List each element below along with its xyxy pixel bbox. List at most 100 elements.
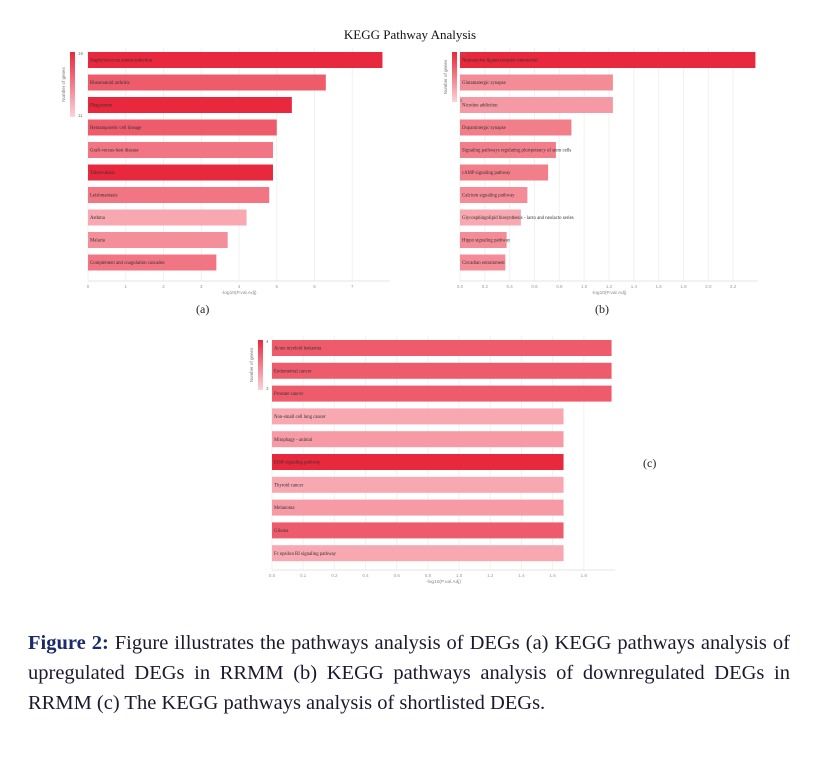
x-tick-label: 0.6 bbox=[394, 573, 401, 578]
x-tick-label: 1.2 bbox=[487, 573, 494, 578]
bar bbox=[88, 142, 273, 158]
x-tick-label: 1.0 bbox=[456, 573, 463, 578]
category-label: Graft-versus-host disease bbox=[90, 149, 139, 154]
bar bbox=[88, 187, 270, 203]
legend-max-label: 4 bbox=[266, 339, 269, 344]
bar bbox=[460, 97, 613, 113]
figure-caption: Figure 2: Figure illustrates the pathway… bbox=[28, 628, 790, 718]
bar bbox=[272, 522, 564, 539]
category-label: Malaria bbox=[90, 239, 106, 244]
bar bbox=[272, 545, 564, 562]
legend-max-label: 14 bbox=[460, 51, 466, 56]
x-tick-label: 2.2 bbox=[730, 284, 737, 289]
bar bbox=[88, 209, 247, 226]
x-axis-label: -log10(P.val.Adj) bbox=[222, 290, 257, 296]
x-tick-label: 1.4 bbox=[631, 284, 638, 289]
bar bbox=[460, 209, 521, 226]
bar bbox=[272, 476, 564, 493]
bar bbox=[272, 431, 564, 448]
caption-label: Figure 2: bbox=[28, 632, 109, 654]
x-tick-label: 1.6 bbox=[550, 573, 557, 578]
legend-max-label: 16 bbox=[78, 51, 84, 56]
x-tick-label: 0.0 bbox=[457, 284, 464, 289]
x-tick-label: 1 bbox=[124, 284, 127, 289]
bar bbox=[460, 119, 572, 136]
x-tick-label: 0.8 bbox=[556, 284, 563, 289]
category-label: Asthma bbox=[90, 216, 106, 221]
x-tick-label: 0.4 bbox=[362, 573, 369, 578]
panel-label-c: (c) bbox=[643, 456, 657, 470]
bar bbox=[272, 499, 564, 516]
category-label: Signaling pathways regulating pluripoten… bbox=[462, 149, 571, 154]
category-label: Rheumatoid arthritis bbox=[90, 81, 130, 86]
category-label: cAMP signaling pathway bbox=[462, 171, 511, 176]
x-tick-label: 0.4 bbox=[507, 284, 514, 289]
bar bbox=[88, 74, 326, 91]
chart-svg: 0 1 2 3 4 5 6 7 Staphylococcus aureus infection R… bbox=[61, 48, 758, 585]
bar bbox=[460, 232, 507, 248]
x-tick-label: 1.8 bbox=[581, 573, 588, 578]
legend-title: Number of genes bbox=[443, 59, 448, 94]
x-tick-label: 2.0 bbox=[705, 284, 712, 289]
category-label: Dopaminergic synapse bbox=[462, 126, 506, 131]
category-label: Fc epsilon RI signaling pathway bbox=[274, 552, 337, 557]
category-label: Endometrial cancer bbox=[274, 369, 312, 374]
figure-title: KEGG Pathway Analysis bbox=[343, 27, 477, 42]
x-axis-label: -log10(P.val.Adj) bbox=[592, 290, 627, 296]
x-axis-label: -log10(P.val.Adj) bbox=[426, 579, 461, 585]
category-label: Circadian entrainment bbox=[462, 261, 505, 266]
category-label: Leishmaniasis bbox=[90, 194, 118, 199]
x-tick-label: 0.0 bbox=[269, 573, 276, 578]
x-tick-label: 4 bbox=[238, 284, 241, 289]
legend-colorbar bbox=[70, 52, 75, 117]
x-tick-label: 0 bbox=[87, 284, 90, 289]
category-label: Tuberculosis bbox=[90, 171, 115, 176]
category-label: Acute myeloid leukemia bbox=[274, 347, 322, 352]
x-tick-label: 1.0 bbox=[581, 284, 588, 289]
category-label: Hematopoietic cell lineage bbox=[90, 126, 141, 131]
bar bbox=[460, 254, 506, 271]
category-label: Complement and coagulation cascades bbox=[90, 261, 165, 266]
x-tick-label: 6 bbox=[313, 284, 316, 289]
panel-label-b: (b) bbox=[595, 302, 609, 316]
x-tick-label: 0.8 bbox=[425, 573, 432, 578]
legend-min-label: 3 bbox=[266, 386, 269, 391]
legend-colorbar bbox=[258, 340, 263, 390]
category-label: Thyroid cancer bbox=[274, 483, 304, 488]
category-label: Mitophagy - animal bbox=[274, 438, 313, 443]
bar bbox=[88, 254, 217, 271]
category-label: Glycosphingolipid biosynthesis - lacto a… bbox=[462, 216, 574, 221]
kegg-figure: KEGG Pathway Analysis 0 1 2 3 4 5 6 7 Staphyloco… bbox=[61, 27, 758, 585]
bar bbox=[88, 164, 273, 181]
x-tick-label: 0.1 bbox=[300, 573, 307, 578]
bar bbox=[88, 119, 277, 136]
category-label: Prostate cancer bbox=[274, 392, 304, 397]
bar bbox=[460, 187, 528, 203]
category-label: Hippo signaling pathway bbox=[462, 239, 511, 244]
legend-min-label: 5 bbox=[460, 98, 463, 103]
x-tick-label: 5 bbox=[275, 284, 278, 289]
legend-title: Number of genes bbox=[61, 66, 66, 101]
x-tick-label: 0.2 bbox=[482, 284, 489, 289]
bar bbox=[460, 164, 549, 181]
bar bbox=[272, 454, 564, 470]
bar bbox=[272, 340, 612, 356]
x-tick-label: 1.6 bbox=[656, 284, 663, 289]
bar bbox=[460, 142, 556, 158]
legend-colorbar bbox=[452, 52, 457, 102]
bar bbox=[88, 232, 228, 248]
category-label: ErbB signaling pathway bbox=[274, 461, 321, 466]
category-label: Melanoma bbox=[274, 506, 295, 511]
bar bbox=[272, 385, 612, 402]
category-label: Glutamatergic synapse bbox=[462, 81, 506, 86]
x-tick-label: 1.2 bbox=[606, 284, 613, 289]
category-label: Nicotine addiction bbox=[462, 104, 498, 109]
category-label: Phagosome bbox=[90, 104, 112, 109]
caption-text: Figure illustrates the pathways analysis… bbox=[28, 632, 790, 714]
panel-label-a: (a) bbox=[196, 302, 210, 316]
bar bbox=[460, 52, 756, 68]
bar bbox=[460, 74, 613, 91]
category-label: Neuroactive ligand-receptor interaction bbox=[462, 59, 538, 64]
x-tick-label: 3 bbox=[200, 284, 203, 289]
category-label: Staphylococcus aureus infection bbox=[90, 59, 153, 64]
